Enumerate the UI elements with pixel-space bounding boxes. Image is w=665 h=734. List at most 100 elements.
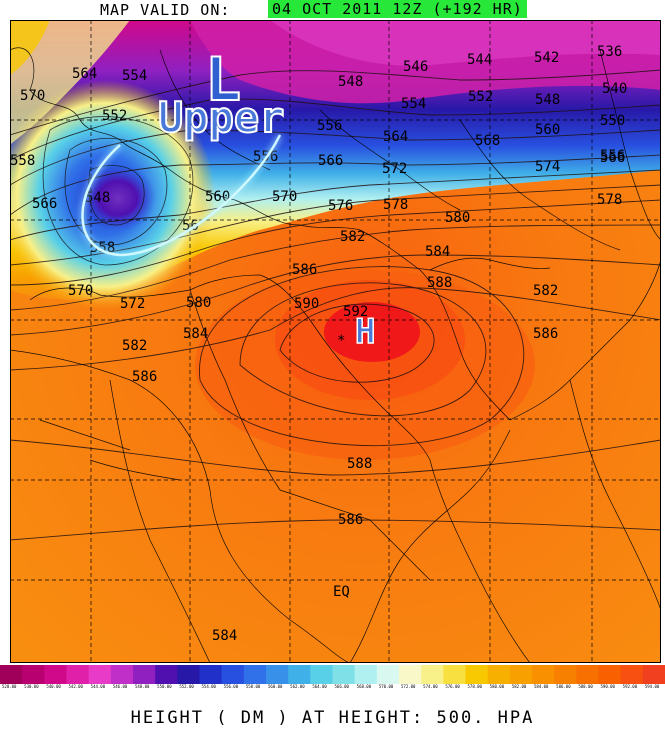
contour-label: 548	[338, 74, 363, 90]
color-scale-label: 552.00	[179, 684, 194, 689]
color-scale-label: 550.00	[157, 684, 172, 689]
color-scale-swatch	[399, 665, 422, 684]
color-scale-bar: 528.00 530.00 540.00 542.00 544.00 546.00 548.…	[0, 665, 665, 689]
color-scale-label: 566.00	[335, 684, 350, 689]
color-scale-label: 544.00	[91, 684, 106, 689]
color-scale-label: 592.00	[623, 684, 638, 689]
contour-label: 570	[272, 189, 297, 205]
color-scale-label: 568.00	[357, 684, 372, 689]
color-scale-swatch	[554, 665, 577, 684]
color-scale-label: 546.00	[113, 684, 128, 689]
contour-label: 578	[597, 192, 622, 208]
contour-label: 566	[600, 150, 625, 166]
header-prefix: MAP VALID ON:	[100, 1, 231, 19]
color-scale-label: 588.00	[578, 684, 593, 689]
color-scale-swatch	[44, 665, 67, 684]
contour-label: 552	[468, 89, 493, 105]
low-label: Upper	[158, 93, 284, 142]
color-scale-label: 574.00	[423, 684, 438, 689]
contour-label: 586	[533, 326, 558, 342]
color-scale-swatch	[509, 665, 533, 684]
contour-label: 586	[292, 262, 317, 278]
contour-label: 556	[317, 118, 342, 134]
contour-label: 542	[534, 50, 559, 66]
color-scale-swatch	[376, 665, 400, 684]
contour-label: 582	[340, 229, 365, 245]
color-scale-swatch	[310, 665, 333, 684]
color-scale-label: 580.00	[490, 684, 505, 689]
color-scale-swatch	[199, 665, 223, 684]
contour-label: 560	[535, 122, 560, 138]
contour-label: 580	[186, 295, 211, 311]
contour-label: 548	[535, 92, 560, 108]
contour-label: 566	[318, 153, 343, 169]
contour-label: 584	[212, 628, 237, 644]
contour-label: 590	[294, 296, 319, 312]
contour-label: 588	[427, 275, 452, 291]
contour-label: 570	[20, 88, 45, 104]
contour-label: 582	[122, 338, 147, 354]
color-scale-label: 562.00	[290, 684, 305, 689]
contour-label: 582	[533, 283, 558, 299]
color-scale-swatch	[487, 665, 511, 684]
header-valid-time: 04 OCT 2011 12Z (+192 HR)	[268, 0, 527, 18]
color-scale-swatch	[598, 665, 622, 684]
contour-label: 576	[328, 198, 353, 214]
color-scale-label: 540.00	[46, 684, 61, 689]
contour-label: 536	[597, 44, 622, 60]
color-scale-label: 528.00	[2, 684, 17, 689]
map-header: MAP VALID ON: 04 OCT 2011 12Z (+192 HR)	[0, 0, 665, 20]
color-scale-swatch	[22, 665, 45, 684]
contour-label: 570	[68, 283, 93, 299]
high-center-marker: *	[337, 333, 345, 349]
color-scale-swatch	[421, 665, 444, 684]
color-scale-swatch	[221, 665, 245, 684]
contour-label: 568	[475, 133, 500, 149]
contour-label: 566	[32, 196, 57, 212]
color-scale-swatch	[88, 665, 112, 684]
color-scale-label: 584.00	[534, 684, 549, 689]
color-scale-swatch	[354, 665, 378, 684]
color-scale-label: 558.00	[246, 684, 261, 689]
color-scale-swatch	[0, 665, 23, 684]
color-scale-label: 554.00	[202, 684, 217, 689]
contour-label: 572	[382, 161, 407, 177]
contour-label: 586	[132, 369, 157, 385]
contour-label: 584	[183, 326, 208, 342]
contour-label: 586	[338, 512, 363, 528]
contour-label: 572	[120, 296, 145, 312]
color-scale-swatch	[642, 665, 665, 684]
contour-label: 558	[10, 153, 35, 169]
color-scale-swatch	[620, 665, 644, 684]
color-scale-label: 564.00	[312, 684, 327, 689]
contour-label: 564	[72, 66, 97, 82]
contour-label: 550	[600, 113, 625, 129]
color-scale-label: 590.00	[601, 684, 616, 689]
contour-label: 540	[602, 81, 627, 97]
color-scale-swatch	[133, 665, 156, 684]
contour-label: 546	[403, 59, 428, 75]
color-scale-label: 594.00	[645, 684, 660, 689]
color-scale-swatch	[266, 665, 289, 684]
color-scale-label: 560.00	[268, 684, 283, 689]
contour-label: 552	[102, 108, 127, 124]
contour-label: 578	[383, 197, 408, 213]
color-scale-swatch	[532, 665, 555, 684]
color-scale-swatch	[332, 665, 356, 684]
color-scale-label: 548.00	[135, 684, 150, 689]
color-scale-label: 582.00	[512, 684, 527, 689]
contour-label: 588	[347, 456, 372, 472]
contour-label: 592	[343, 304, 368, 320]
color-scale-label: 556.00	[224, 684, 239, 689]
color-scale-swatch	[155, 665, 178, 684]
color-scale-label: 576.00	[445, 684, 460, 689]
contour-label: 574	[535, 159, 560, 175]
contour-label: 554	[401, 96, 426, 112]
color-scale-label: 570.00	[379, 684, 394, 689]
color-scale-label: 572.00	[401, 684, 416, 689]
color-scale-swatch	[443, 665, 466, 684]
contour-label: 548	[85, 190, 110, 206]
contour-label: EQ	[333, 584, 350, 600]
contour-label: 564	[383, 129, 408, 145]
